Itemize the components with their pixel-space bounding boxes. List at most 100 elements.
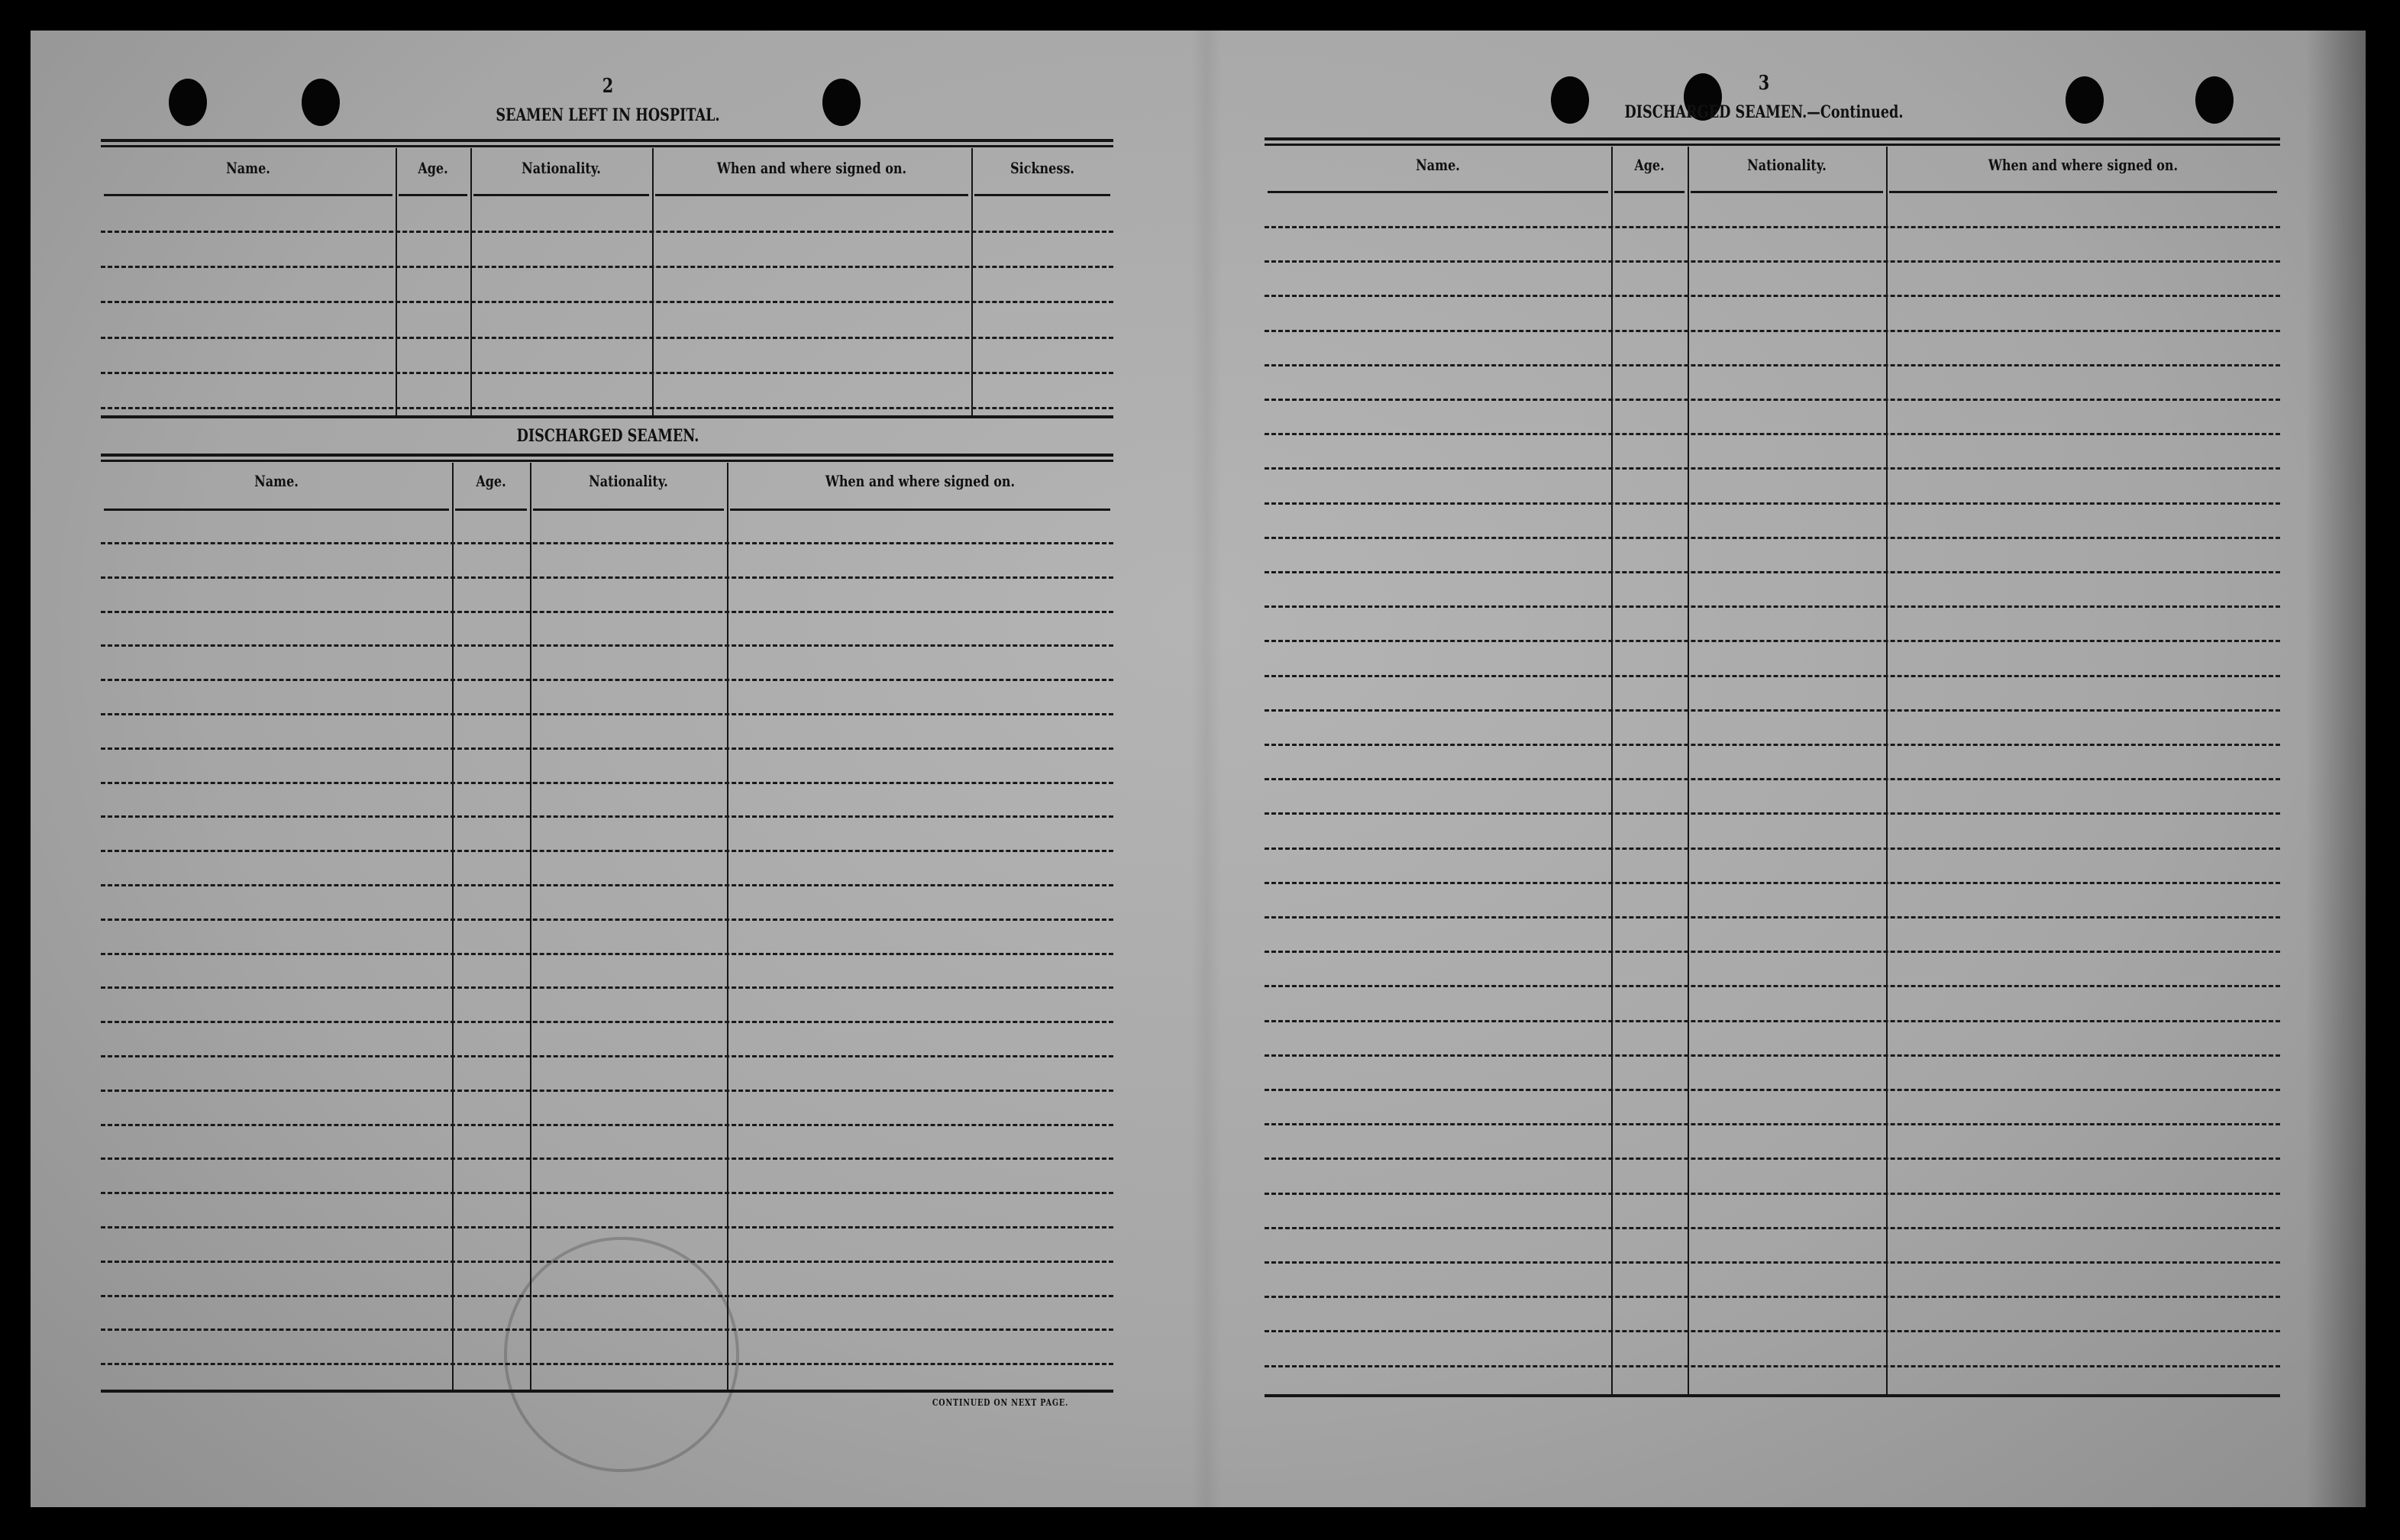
column-header: When and where signed on. bbox=[1988, 156, 2179, 174]
table-row bbox=[1265, 985, 2280, 988]
punch-hole bbox=[302, 79, 340, 126]
continued-section-title: DISCHARGED SEAMEN.—Continued. bbox=[1624, 102, 1904, 122]
table-row bbox=[101, 986, 1113, 990]
table-row bbox=[1265, 226, 2280, 228]
hospital-table-bottom-rule bbox=[101, 415, 1113, 418]
table-row bbox=[1265, 778, 2280, 781]
table-row bbox=[101, 1021, 1113, 1024]
hospital-table-header-rule bbox=[104, 194, 392, 196]
table-row bbox=[1265, 951, 2280, 954]
table-row bbox=[1265, 1019, 2280, 1022]
discharged-table-bottom-rule bbox=[101, 1390, 1113, 1393]
table-row bbox=[1265, 329, 2280, 332]
table-row bbox=[101, 336, 1113, 339]
table-row bbox=[101, 576, 1113, 579]
page-fold bbox=[1191, 31, 1222, 1507]
table-row bbox=[1265, 399, 2280, 401]
table-row bbox=[1265, 1226, 2280, 1229]
table-row bbox=[1265, 502, 2280, 505]
column-header: Nationality. bbox=[1747, 156, 1827, 174]
table-row bbox=[101, 301, 1113, 304]
column-header: Sickness. bbox=[1010, 159, 1074, 177]
table-row bbox=[1265, 1296, 2280, 1299]
table-row bbox=[101, 713, 1113, 715]
table-row bbox=[1265, 467, 2280, 470]
table-row bbox=[1265, 1089, 2280, 1091]
table-row bbox=[101, 1055, 1113, 1057]
table-row bbox=[101, 747, 1113, 750]
discharged-table-header-rule bbox=[533, 508, 724, 511]
table-row bbox=[1265, 847, 2280, 850]
column-header: Name. bbox=[1416, 156, 1460, 174]
column-header: When and where signed on. bbox=[716, 159, 907, 177]
table-row bbox=[1265, 1157, 2280, 1161]
table-row bbox=[1265, 916, 2280, 919]
hospital-table-column-divider bbox=[470, 148, 472, 415]
punch-hole bbox=[169, 79, 207, 126]
table-row bbox=[1265, 881, 2280, 884]
table-row bbox=[101, 1260, 1113, 1263]
table-row bbox=[1265, 536, 2280, 539]
continued-table-header-rule bbox=[1889, 191, 2277, 193]
table-row bbox=[101, 918, 1113, 921]
table-row bbox=[101, 542, 1113, 544]
table-row bbox=[101, 952, 1113, 955]
table-row bbox=[101, 371, 1113, 374]
table-row bbox=[1265, 709, 2280, 712]
table-row bbox=[101, 1123, 1113, 1126]
continued-footer: CONTINUED ON NEXT PAGE. bbox=[932, 1397, 1069, 1408]
continued-table-header-rule bbox=[1614, 191, 1685, 193]
hospital-table-column-divider bbox=[971, 148, 973, 415]
column-header: Name. bbox=[226, 159, 270, 177]
column-header: Age. bbox=[476, 472, 506, 490]
hospital-table-header-rule bbox=[399, 194, 467, 196]
table-row bbox=[101, 1192, 1113, 1195]
discharged-table-top-rule bbox=[101, 460, 1113, 462]
table-row bbox=[1265, 744, 2280, 746]
discharged-table-top-rule bbox=[101, 454, 1113, 457]
punch-hole bbox=[822, 79, 861, 126]
continued-table-column-divider bbox=[1886, 147, 1888, 1394]
table-row bbox=[101, 1294, 1113, 1297]
continued-table-header-rule bbox=[1691, 191, 1883, 193]
table-row bbox=[1265, 571, 2280, 573]
table-row bbox=[101, 1363, 1113, 1366]
table-row bbox=[1265, 674, 2280, 677]
continued-table-column-divider bbox=[1688, 147, 1689, 1394]
table-row bbox=[1265, 640, 2280, 643]
continued-table-header-rule bbox=[1268, 191, 1608, 193]
discharged-table-column-divider bbox=[530, 463, 531, 1390]
table-row bbox=[101, 1089, 1113, 1092]
table-row bbox=[1265, 295, 2280, 298]
discharged-table-header-rule bbox=[730, 508, 1110, 511]
faded-stamp bbox=[504, 1237, 739, 1472]
continued-table-top-rule bbox=[1265, 137, 2280, 140]
table-row bbox=[101, 1226, 1113, 1228]
table-row bbox=[1265, 1261, 2280, 1264]
table-row bbox=[101, 815, 1113, 818]
discharged-section-title: DISCHARGED SEAMEN. bbox=[516, 426, 699, 446]
discharged-table-column-divider bbox=[452, 463, 454, 1390]
continued-table-top-rule bbox=[1265, 144, 2280, 146]
hospital-section-title: SEAMEN LEFT IN HOSPITAL. bbox=[496, 105, 720, 125]
table-row bbox=[101, 1329, 1113, 1332]
table-row bbox=[101, 781, 1113, 784]
table-row bbox=[1265, 812, 2280, 815]
table-row bbox=[1265, 433, 2280, 436]
column-header: Age. bbox=[1634, 156, 1665, 174]
table-row bbox=[1265, 260, 2280, 263]
hospital-table-header-rule bbox=[655, 194, 968, 196]
table-row bbox=[1265, 363, 2280, 366]
table-row bbox=[1265, 1192, 2280, 1195]
table-row bbox=[101, 850, 1113, 853]
punch-hole bbox=[1684, 73, 1722, 121]
edge-shadow bbox=[2306, 31, 2367, 1507]
punch-hole bbox=[1551, 76, 1589, 124]
table-row bbox=[1265, 605, 2280, 609]
discharged-table-column-divider bbox=[727, 463, 728, 1390]
table-row bbox=[101, 644, 1113, 647]
table-row bbox=[101, 679, 1113, 682]
hospital-table-header-rule bbox=[473, 194, 649, 196]
hospital-table-column-divider bbox=[652, 148, 654, 415]
table-row bbox=[101, 266, 1113, 269]
